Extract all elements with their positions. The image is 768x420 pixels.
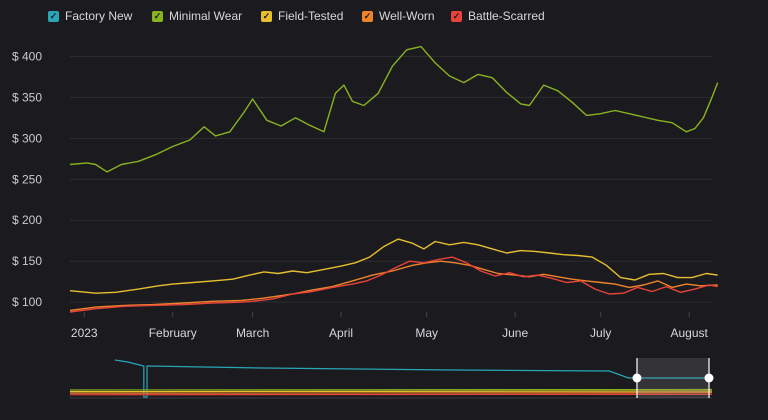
series-line-minimal-wear: [69, 45, 719, 173]
y-tick-label: $ 400: [12, 49, 42, 63]
navigator-series-line: [69, 392, 713, 394]
navigator-selection: [637, 358, 709, 398]
x-tick-label: 2023: [71, 326, 98, 340]
navigator-series-line: [69, 388, 713, 391]
legend-item-field-tested[interactable]: ✓ Field-Tested: [261, 8, 343, 24]
legend-item-factory-new[interactable]: ✓ Factory New: [48, 8, 132, 24]
checkbox-icon: ✓: [48, 10, 59, 22]
y-tick-label: $ 100: [12, 295, 42, 309]
legend-label: Battle-Scarred: [468, 9, 545, 23]
navigator-handle-right[interactable]: [704, 373, 714, 383]
navigator-series-line: [69, 393, 713, 396]
y-tick-label: $ 250: [12, 172, 42, 186]
x-tick-label: March: [236, 326, 269, 340]
series-line-well-worn: [69, 260, 718, 312]
legend-item-well-worn[interactable]: ✓ Well-Worn: [362, 8, 435, 24]
y-axis: $ 100 $ 150 $ 200 $ 250 $ 300 $ 350 $ 400: [12, 49, 42, 309]
x-tick-label: April: [329, 326, 353, 340]
navigator-handle-left[interactable]: [632, 373, 642, 383]
x-tick-label: August: [670, 326, 708, 340]
checkbox-icon: ✓: [152, 10, 163, 22]
x-tick-label: May: [415, 326, 438, 340]
navigator-series-line: [69, 390, 713, 393]
legend: ✓ Factory New ✓ Minimal Wear ✓ Field-Tes…: [0, 0, 768, 30]
series-line-field-tested: [69, 238, 718, 294]
checkbox-icon: ✓: [261, 10, 272, 22]
legend-item-battle-scarred[interactable]: ✓ Battle-Scarred: [451, 8, 545, 24]
y-tick-label: $ 200: [12, 213, 42, 227]
grid: [70, 55, 712, 303]
x-tick-label: February: [149, 326, 197, 340]
checkbox-icon: ✓: [451, 10, 462, 22]
x-axis: 2023 February March April May June July August: [71, 312, 709, 340]
y-tick-label: $ 150: [12, 254, 42, 268]
x-tick-label: July: [590, 326, 611, 340]
y-tick-label: $ 300: [12, 131, 42, 145]
legend-item-minimal-wear[interactable]: ✓ Minimal Wear: [152, 8, 242, 24]
series-line-battle-scarred: [69, 256, 718, 313]
checkbox-icon: ✓: [362, 10, 373, 22]
series-lines: [69, 45, 719, 313]
legend-label: Factory New: [65, 9, 133, 23]
x-tick-label: June: [502, 326, 528, 340]
legend-label: Well-Worn: [379, 9, 435, 23]
legend-label: Minimal Wear: [169, 9, 243, 23]
navigator[interactable]: [69, 358, 714, 399]
navigator-factory-new-line: [114, 359, 712, 398]
y-tick-label: $ 350: [12, 90, 42, 104]
legend-label: Field-Tested: [278, 9, 344, 23]
